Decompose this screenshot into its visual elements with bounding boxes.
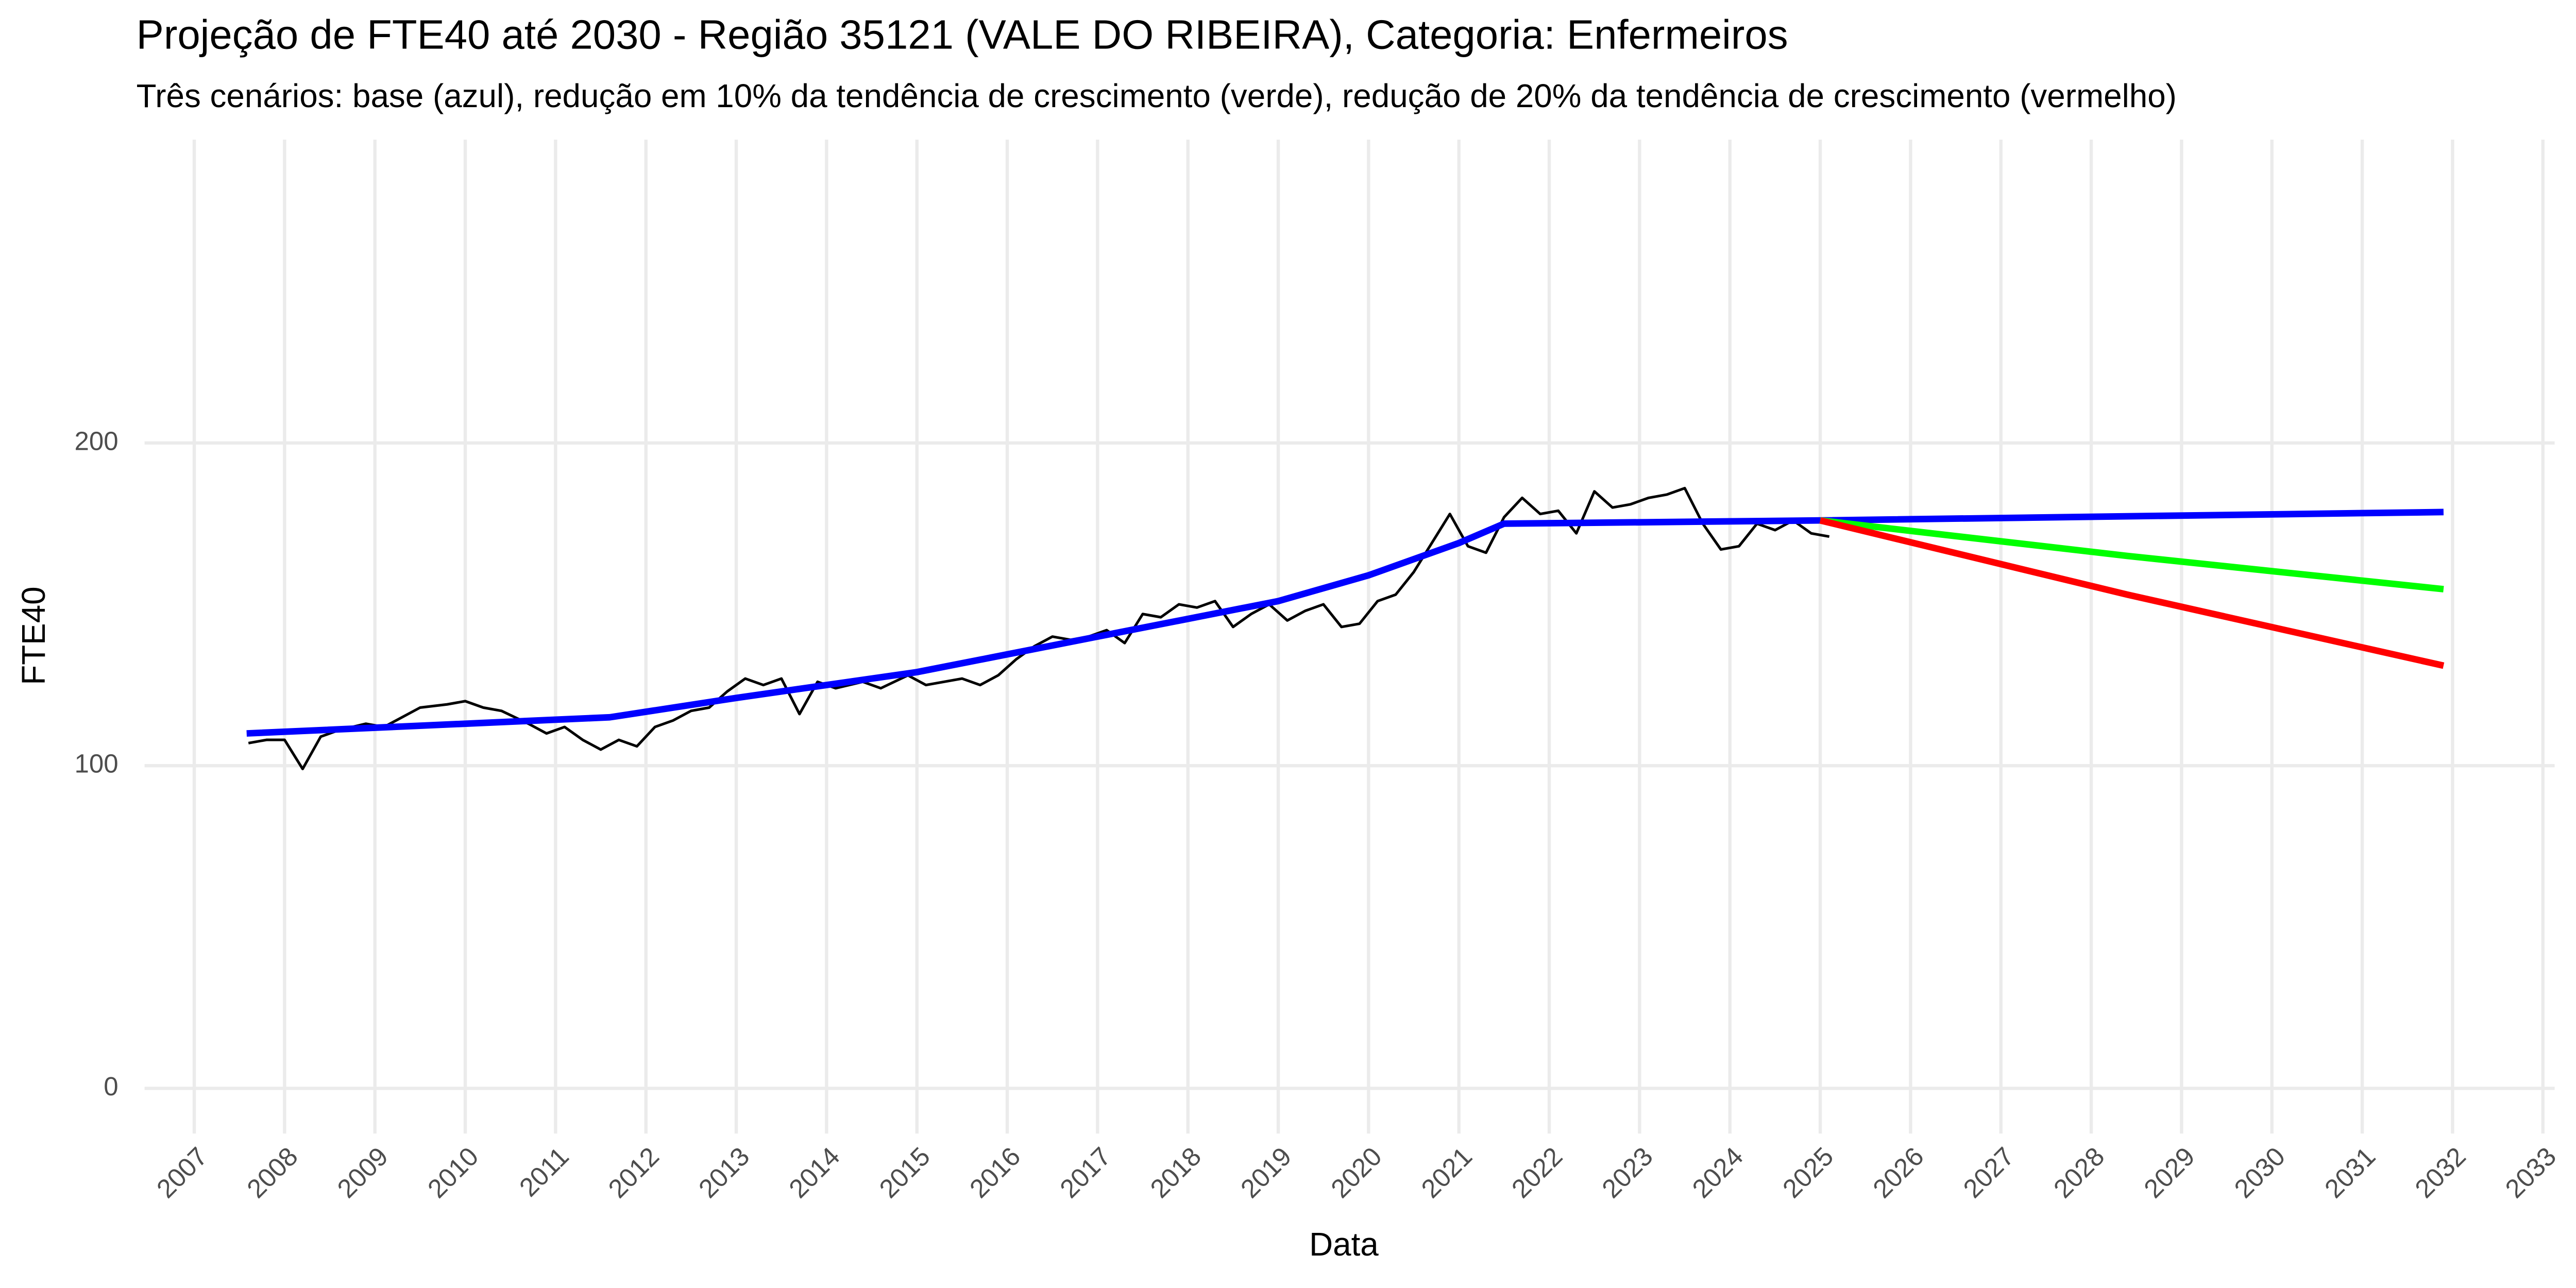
chart-subtitle: Três cenários: base (azul), redução em 1…: [137, 77, 2177, 114]
x-axis-label: Data: [1309, 1226, 1379, 1263]
y-axis-label: FTE40: [15, 586, 52, 685]
series-line: [246, 509, 2444, 737]
series-line: [1820, 517, 2444, 592]
y-tick-label: 100: [74, 749, 118, 778]
plot-area: [246, 486, 2445, 771]
series-line: [1819, 517, 2445, 669]
y-tick-label: 0: [104, 1072, 118, 1101]
chart-title: Projeção de FTE40 até 2030 - Região 3512…: [137, 11, 1788, 57]
y-tick-label: 200: [74, 426, 118, 455]
series-line: [248, 486, 1830, 771]
